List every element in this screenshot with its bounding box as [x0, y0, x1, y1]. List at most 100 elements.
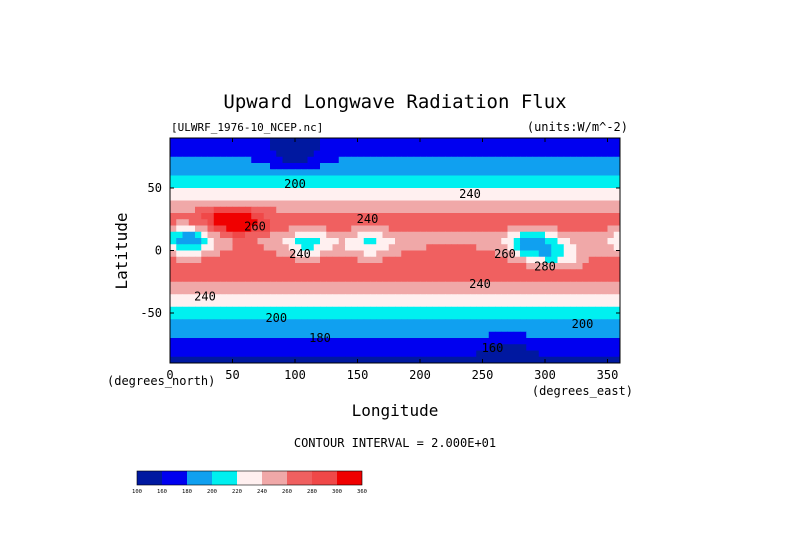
field-cell — [538, 200, 546, 208]
field-cell — [438, 325, 446, 333]
field-cell — [195, 350, 202, 358]
field-cell — [445, 206, 452, 214]
field-cell — [276, 306, 283, 314]
field-cell — [526, 331, 533, 339]
field-cell — [363, 169, 371, 176]
field-cell — [320, 144, 327, 151]
field-cell — [326, 225, 333, 233]
field-cell — [457, 194, 465, 201]
field-cell — [401, 238, 408, 245]
field-cell — [601, 238, 608, 245]
field-cell — [470, 156, 477, 164]
field-cell — [201, 319, 208, 326]
field-cell — [307, 169, 315, 176]
field-cell — [213, 231, 221, 239]
field-cell — [370, 263, 377, 270]
field-cell — [357, 356, 365, 364]
field-cell — [357, 219, 365, 226]
field-cell — [382, 331, 390, 339]
field-cell — [457, 275, 465, 283]
field-cell — [226, 263, 233, 270]
field-cell — [332, 231, 340, 239]
field-cell — [295, 350, 302, 358]
field-cell — [432, 344, 440, 351]
field-cell — [201, 244, 208, 251]
field-cell — [388, 188, 396, 195]
field-cell — [563, 219, 571, 226]
field-cell — [263, 281, 271, 289]
field-cell — [370, 356, 377, 364]
field-cell — [557, 200, 565, 208]
field-cell — [407, 219, 415, 226]
field-cell — [338, 231, 346, 239]
field-cell — [476, 306, 483, 314]
field-cell — [263, 331, 271, 339]
field-cell — [232, 163, 240, 170]
field-cell — [220, 206, 227, 214]
field-cell — [613, 188, 621, 195]
field-cell — [426, 313, 433, 320]
field-cell — [470, 231, 477, 239]
field-cell — [263, 194, 271, 201]
field-cell — [195, 231, 202, 239]
field-cell — [182, 200, 190, 208]
field-cell — [307, 275, 315, 283]
field-cell — [301, 150, 308, 158]
field-cell — [257, 356, 265, 364]
field-cell — [238, 213, 246, 220]
field-cell — [482, 194, 490, 201]
field-cell — [307, 306, 315, 314]
field-cell — [601, 288, 608, 295]
field-cell — [170, 313, 177, 320]
field-cell — [432, 206, 440, 214]
field-cell — [607, 194, 615, 201]
field-cell — [263, 244, 271, 251]
field-cell — [401, 275, 408, 283]
field-cell — [195, 256, 202, 264]
field-cell — [557, 219, 565, 226]
field-cell — [207, 206, 215, 214]
field-cell — [445, 250, 452, 258]
field-cell — [532, 275, 540, 283]
field-cell — [251, 156, 258, 164]
field-cell — [207, 319, 215, 326]
field-cell — [476, 344, 483, 351]
colorbar-tick-label: 300 — [332, 489, 342, 495]
field-cell — [313, 325, 321, 333]
field-cell — [570, 200, 577, 208]
field-cell — [438, 181, 446, 189]
field-cell — [288, 169, 296, 176]
field-cell — [320, 194, 327, 201]
field-cell — [188, 181, 196, 189]
field-cell — [551, 219, 558, 226]
field-cell — [545, 156, 552, 164]
field-cell — [257, 163, 265, 170]
field-cell — [526, 219, 533, 226]
field-cell — [576, 188, 583, 195]
field-cell — [182, 263, 190, 270]
field-cell — [413, 169, 421, 176]
field-cell — [451, 350, 458, 358]
field-cell — [488, 181, 496, 189]
field-cell — [188, 344, 196, 351]
field-cell — [451, 275, 458, 283]
field-cell — [313, 306, 321, 314]
field-cell — [257, 169, 265, 176]
field-cell — [557, 213, 565, 220]
field-cell — [507, 331, 515, 339]
field-cell — [545, 250, 552, 258]
field-cell — [601, 313, 608, 320]
field-cell — [207, 219, 215, 226]
field-cell — [345, 213, 352, 220]
field-cell — [195, 338, 202, 345]
field-cell — [232, 294, 240, 301]
field-cell — [220, 156, 227, 164]
field-cell — [201, 288, 208, 295]
field-cell — [463, 269, 471, 276]
field-cell — [213, 356, 221, 364]
field-cell — [588, 200, 596, 208]
field-cell — [201, 275, 208, 283]
field-cell — [432, 275, 440, 283]
field-cell — [607, 288, 615, 295]
field-cell — [326, 156, 333, 164]
